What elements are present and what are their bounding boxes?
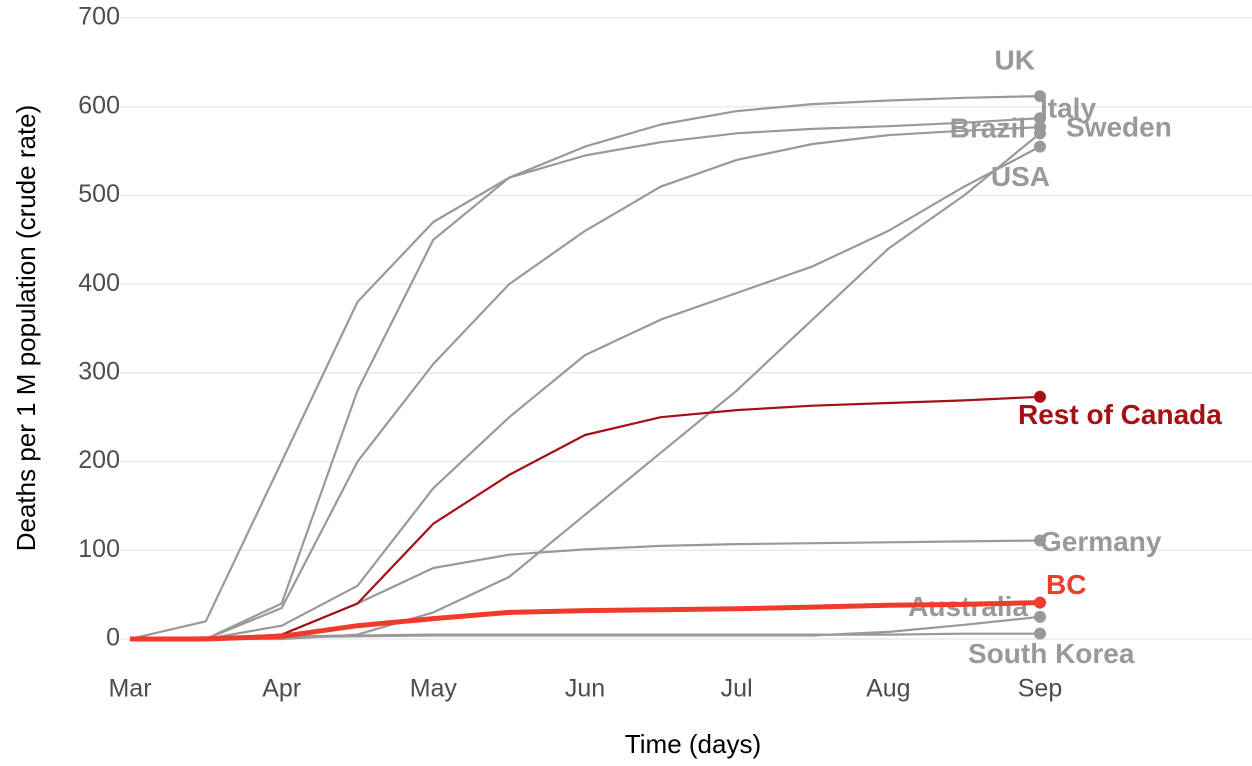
x-tick-label: Aug	[866, 675, 910, 703]
series-line	[130, 539, 1041, 641]
y-tick-label: 300	[78, 357, 120, 385]
series-line	[129, 117, 1041, 641]
end-point	[1034, 534, 1046, 547]
end-point	[1034, 390, 1046, 403]
series-label: Italy	[1040, 93, 1096, 124]
series-label: BC	[1046, 569, 1086, 600]
series-line	[130, 145, 1041, 641]
series-label: Germany	[1040, 526, 1162, 557]
series-label: Sweden	[1066, 112, 1172, 143]
series-line	[130, 95, 1041, 641]
x-tick-label: Mar	[108, 675, 151, 703]
y-tick-label: 500	[78, 180, 120, 208]
x-tick-label: Apr	[262, 675, 301, 703]
x-tick-label: May	[410, 675, 458, 703]
y-tick-label: 600	[78, 91, 120, 119]
series-line	[130, 600, 1041, 642]
y-tick-label: 400	[78, 269, 120, 297]
series-label: USA	[991, 161, 1050, 192]
series-label: UK	[995, 44, 1035, 75]
x-axis-title: Time (days)	[625, 729, 761, 759]
end-point	[1034, 596, 1046, 609]
end-point	[1034, 121, 1046, 134]
series-label: Rest of Canada	[1018, 399, 1222, 430]
end-point	[1034, 140, 1046, 153]
y-tick-label: 100	[78, 535, 120, 563]
end-point	[1034, 90, 1046, 103]
series-line	[130, 126, 1041, 641]
end-point	[1034, 627, 1046, 640]
x-tick-label: Jul	[721, 675, 753, 703]
end-point	[1034, 112, 1046, 125]
x-tick-label: Sep	[1018, 675, 1062, 703]
series-label: South Korea	[968, 638, 1135, 669]
y-tick-label: 700	[78, 3, 120, 31]
y-axis-title: Deaths per 1 M population (crude rate)	[11, 105, 41, 552]
y-tick-label: 0	[106, 624, 120, 652]
x-tick-label: Jun	[565, 675, 605, 703]
end-point	[1034, 610, 1046, 623]
y-tick-label: 200	[78, 446, 120, 474]
series-line	[130, 132, 1041, 641]
